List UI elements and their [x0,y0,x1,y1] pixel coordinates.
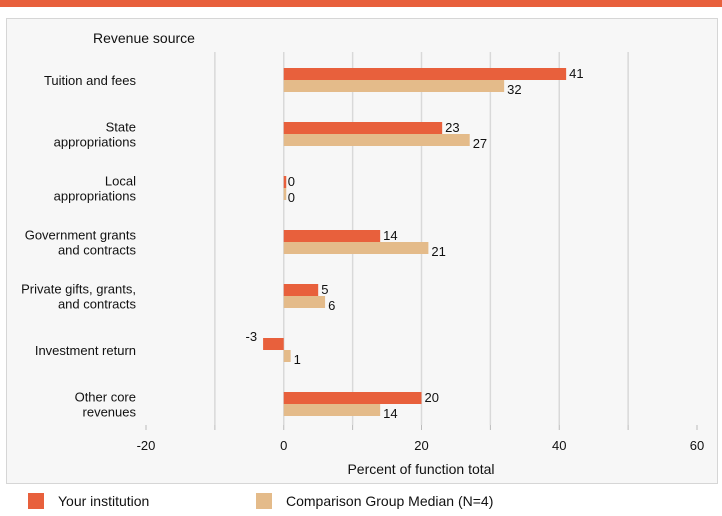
x-tick-label: 20 [414,438,428,453]
x-axis-title: Percent of function total [347,461,494,477]
data-label: 27 [473,136,487,151]
legend-label-comparison-group: Comparison Group Median (N=4) [286,493,494,509]
category-label: State appropriations [54,120,137,150]
data-labels: 41 32 23 27 00 14 21 56 -3 1 20 14 [246,66,584,421]
data-label: 23 [445,120,459,135]
data-label: 21 [431,244,445,259]
bar-your-institution [283,392,422,404]
legend-item-comparison-group: Comparison Group Median (N=4) [256,493,493,509]
bar-comparison-median [283,404,381,416]
category-label: Government grants and contracts [25,228,137,258]
x-tick-label: 0 [280,438,287,453]
category-axis-title: Revenue source [93,30,195,46]
category-label: Investment return [35,343,136,358]
x-axis-ticks: -20 0 20 40 60 [137,425,704,453]
legend-swatch-your-institution [28,493,44,509]
data-label: 20 [425,390,439,405]
category-labels: Tuition and fees State appropriations Local… [21,73,136,420]
data-label: 5 [321,282,328,297]
category-label: Local appropriations [54,174,137,204]
data-label: 41 [569,66,583,81]
gridlines [214,52,629,425]
bar-comparison-median [283,242,429,254]
bar-your-institution [283,176,287,188]
data-label: 14 [383,406,397,421]
bar-comparison-median [283,80,505,92]
category-label: Tuition and fees [44,73,137,88]
category-label: Private gifts, grants, and contracts [21,282,136,312]
data-label: 0 [288,174,295,189]
data-label: 14 [383,228,397,243]
bar-comparison-median [283,350,291,362]
x-tick-label: 40 [552,438,566,453]
data-label: 0 [288,190,295,205]
bar-comparison-median [283,296,326,308]
top-accent-bar [0,0,722,7]
data-label: 32 [507,82,521,97]
legend-item-your-institution: Your institution [28,493,149,509]
bar-comparison-median [283,188,287,200]
x-tick-label: 60 [690,438,704,453]
bar-your-institution [283,230,381,242]
x-tick-label: -20 [137,438,156,453]
legend: Your institution Comparison Group Median… [0,487,722,516]
bar-your-institution [283,68,567,80]
legend-label-your-institution: Your institution [58,493,150,509]
category-label: Other core revenues [75,390,137,420]
bar-your-institution [283,284,319,296]
bar-your-institution [263,338,284,350]
data-label: -3 [246,329,258,344]
bar-your-institution [283,122,443,134]
bars [263,68,567,416]
data-label: 6 [328,298,335,313]
data-label: 1 [294,352,301,367]
bar-comparison-median [283,134,470,146]
legend-swatch-comparison-group [256,493,272,509]
